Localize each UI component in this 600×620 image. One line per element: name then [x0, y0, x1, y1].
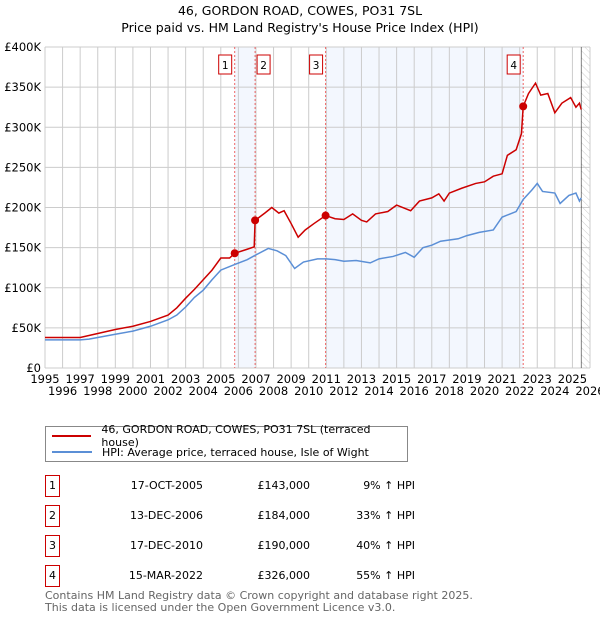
x-tick-label: 2012	[329, 384, 358, 398]
x-tick-label: 2006	[224, 384, 253, 398]
x-tick-label: 2024	[540, 384, 569, 398]
series-line	[45, 182, 582, 341]
sale-point	[251, 216, 260, 225]
table-row: 2 13-DEC-2006 £184,000 33% ↑ HPI	[45, 505, 445, 527]
legend-item-hpi: HPI: Average price, terraced house, Isle…	[52, 444, 369, 460]
sale-label: 2	[260, 60, 267, 72]
sale-price: £143,000	[257, 479, 311, 492]
x-tick-label: 2007	[241, 372, 270, 386]
legend: 46, GORDON ROAD, COWES, PO31 7SL (terrac…	[45, 423, 408, 462]
table-row: 4 15-MAR-2022 £326,000 55% ↑ HPI	[45, 565, 445, 587]
sale-point	[519, 102, 528, 111]
sale-price: £326,000	[257, 569, 311, 582]
hpi-change: 40% ↑ HPI	[356, 539, 415, 552]
legend-swatch-blue	[52, 451, 92, 453]
table-row: 3 17-DEC-2010 £190,000 40% ↑ HPI	[45, 535, 445, 557]
y-tick-label: £150K	[4, 241, 41, 255]
x-tick-label: 2004	[189, 384, 218, 398]
x-tick-label: 1999	[101, 372, 130, 386]
sale-label-box	[218, 54, 233, 75]
x-tick-label: 2003	[171, 372, 200, 386]
sale-point	[321, 211, 330, 220]
x-tick-label: 2020	[470, 384, 499, 398]
sale-label-box	[506, 54, 521, 75]
x-tick-label: 2005	[206, 372, 235, 386]
y-tick-label: £100K	[4, 281, 41, 295]
y-tick-label: £50K	[12, 321, 42, 335]
x-tick-label: 2018	[435, 384, 464, 398]
x-tick-label: 2002	[153, 384, 182, 398]
sale-date: 17-DEC-2010	[129, 539, 203, 552]
x-tick-label: 2010	[294, 384, 323, 398]
x-tick-label: 2016	[400, 384, 429, 398]
sale-label-box	[256, 54, 271, 75]
x-tick-label: 2013	[347, 372, 376, 386]
footer-licence: This data is licensed under the Open Gov…	[45, 601, 396, 614]
sale-date: 17-OCT-2005	[130, 479, 203, 492]
sale-date: 15-MAR-2022	[128, 569, 203, 582]
x-tick-label: 2001	[136, 372, 165, 386]
x-tick-label: 2000	[118, 384, 147, 398]
legend-swatch-red	[52, 435, 92, 437]
x-tick-label: 2011	[312, 372, 341, 386]
x-tick-label: 1997	[66, 372, 95, 386]
y-tick-label: £350K	[4, 80, 41, 94]
sale-price: £190,000	[257, 539, 311, 552]
x-tick-label: 2021	[487, 372, 516, 386]
hpi-change: 9% ↑ HPI	[363, 479, 415, 492]
sale-number-badge: 4	[45, 565, 60, 587]
sale-point	[230, 249, 239, 258]
x-tick-label: 2019	[452, 372, 481, 386]
legend-label: HPI: Average price, terraced house, Isle…	[102, 445, 369, 459]
x-tick-label: 2025	[558, 372, 587, 386]
y-tick-label: £250K	[4, 160, 41, 174]
table-row: 1 17-OCT-2005 £143,000 9% ↑ HPI	[45, 475, 445, 497]
footer-copyright: Contains HM Land Registry data © Crown c…	[45, 589, 473, 602]
y-tick-label: £400K	[4, 40, 41, 54]
x-tick-label: 2023	[523, 372, 552, 386]
y-tick-label: £200K	[4, 201, 41, 215]
x-tick-label: 2026	[575, 384, 600, 398]
x-tick-label: 2017	[417, 372, 446, 386]
sale-number-badge: 2	[45, 505, 60, 527]
x-tick-label: 2009	[276, 372, 305, 386]
sale-date: 13-DEC-2006	[129, 509, 203, 522]
chart-subtitle: Price paid vs. HM Land Registry's House …	[121, 20, 479, 35]
legend-label: 46, GORDON ROAD, COWES, PO31 7SL (terrac…	[101, 423, 371, 449]
sale-label: 3	[313, 60, 320, 72]
sale-number-badge: 3	[45, 535, 60, 557]
y-tick-label: £0	[26, 361, 41, 375]
x-tick-label: 2015	[382, 372, 411, 386]
price-chart: 1995199619971998199920002001200220032004…	[4, 40, 600, 398]
x-tick-label: 1998	[83, 384, 112, 398]
x-tick-label: 1995	[30, 372, 59, 386]
y-tick-label: £300K	[4, 120, 41, 134]
hpi-change: 33% ↑ HPI	[356, 509, 415, 522]
x-tick-label: 2008	[259, 384, 288, 398]
sale-label-box	[309, 54, 324, 75]
hpi-change: 55% ↑ HPI	[356, 569, 415, 582]
legend-item-property: 46, GORDON ROAD, COWES, PO31 7SL (terrac…	[52, 423, 407, 449]
sale-label: 1	[222, 60, 229, 72]
sale-price: £184,000	[257, 509, 311, 522]
x-tick-label: 2022	[505, 384, 534, 398]
x-tick-label: 2014	[364, 384, 393, 398]
sale-label: 4	[510, 60, 517, 72]
sale-number-badge: 1	[45, 475, 60, 497]
chart-title: 46, GORDON ROAD, COWES, PO31 7SL	[177, 3, 423, 18]
x-tick-label: 1996	[48, 384, 77, 398]
